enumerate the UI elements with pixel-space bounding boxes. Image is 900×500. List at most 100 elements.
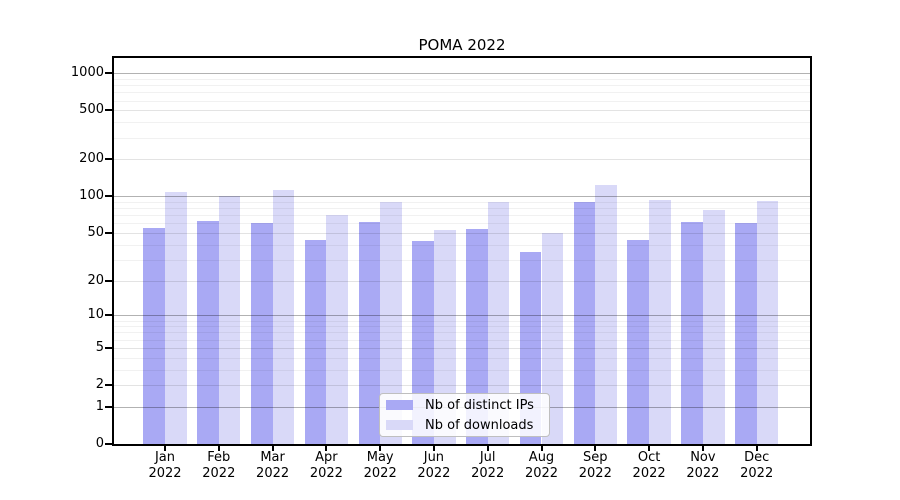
bar-downloads (649, 200, 671, 444)
gridline-minor (114, 223, 810, 225)
x-axis-tick (701, 444, 704, 451)
x-axis-tick-label: Oct 2022 (632, 450, 666, 481)
y-axis-tick-label: 1 (95, 398, 104, 414)
x-axis-tick (540, 444, 543, 451)
x-axis-tick-label: Feb 2022 (202, 450, 236, 481)
y-axis-tick (105, 72, 112, 75)
gridline-minor (114, 259, 810, 261)
x-axis-tick (164, 444, 166, 451)
y-axis-tick (105, 109, 112, 112)
bar-distinct-ips (735, 223, 757, 444)
gridline-minor (114, 202, 810, 203)
y-axis-tick-label: 100 (79, 188, 104, 204)
x-axis-tick (486, 444, 489, 451)
y-axis-tick (105, 279, 112, 282)
y-axis-tick (105, 195, 112, 198)
x-axis-tick-label: Jan 2022 (148, 450, 182, 481)
bar-distinct-ips (143, 228, 165, 444)
gridline-minor (114, 122, 810, 124)
x-axis-tick (432, 444, 435, 451)
y-axis-tick-label: 50 (87, 225, 104, 240)
gridline-minor (114, 137, 810, 139)
legend: Nb of distinct IPs Nb of downloads (379, 393, 550, 437)
bar-downloads (756, 200, 779, 444)
gridline (114, 385, 810, 387)
bar-downloads (595, 185, 617, 444)
legend-swatch-distinct-ips (386, 400, 413, 410)
legend-item-distinct-ips: Nb of distinct IPs (386, 397, 549, 414)
gridline-minor (114, 369, 810, 371)
gridline-major (114, 315, 810, 317)
gridline-major (114, 73, 810, 75)
bar-distinct-ips (304, 239, 327, 444)
y-axis-tick (105, 158, 112, 161)
gridline-minor (114, 100, 810, 102)
gridline-major (114, 196, 810, 198)
bar-distinct-ips (627, 239, 650, 444)
y-axis-tick-label: 500 (79, 102, 104, 118)
x-axis-tick-label: May 2022 (363, 450, 397, 481)
y-axis-tick-label: 200 (79, 151, 104, 167)
y-axis-tick-label: 2 (95, 377, 104, 393)
legend-label-distinct-ips: Nb of distinct IPs (425, 397, 534, 413)
x-axis-tick-label: Jul 2022 (471, 450, 505, 481)
gridline-minor (114, 215, 810, 217)
gridline (114, 233, 810, 234)
bar-distinct-ips (466, 229, 488, 444)
bar-distinct-ips (197, 220, 219, 444)
gridline-minor (114, 320, 810, 322)
gridline-minor (114, 326, 810, 328)
gridline-minor (114, 92, 810, 94)
x-axis-tick (379, 444, 382, 451)
legend-swatch-downloads (386, 420, 413, 430)
y-axis-tick (105, 232, 112, 234)
gridline-minor (114, 208, 810, 210)
y-axis-tick (105, 314, 112, 317)
bar-downloads (165, 191, 187, 444)
chart-title: POMA 2022 (418, 36, 506, 54)
x-axis-tick-label: Dec 2022 (740, 450, 774, 481)
gridline-minor (114, 357, 810, 359)
gridline (114, 347, 810, 349)
y-axis-tick (105, 346, 112, 349)
x-axis-tick-label: Jun 2022 (417, 450, 451, 481)
gridline (114, 110, 810, 112)
x-axis-tick-label: Aug 2022 (524, 450, 559, 481)
gridline-minor (114, 339, 810, 341)
bar-distinct-ips (250, 222, 273, 444)
gridline (114, 159, 810, 161)
gridline-minor (114, 85, 810, 87)
y-axis-tick-label: 1000 (70, 65, 104, 81)
bar-downloads (272, 189, 295, 444)
bar-downloads (326, 215, 349, 444)
legend-label-downloads: Nb of downloads (425, 417, 534, 433)
bar-downloads (487, 202, 510, 444)
x-axis-tick (755, 444, 758, 451)
bar-downloads (380, 202, 402, 444)
bar-downloads (218, 195, 241, 444)
x-axis-tick-label: Mar 2022 (256, 450, 290, 481)
plot-area (112, 56, 812, 446)
gridline (114, 280, 810, 282)
bar-downloads (702, 209, 725, 444)
x-axis-tick (271, 444, 274, 451)
y-axis-tick (105, 405, 112, 408)
x-axis-tick (325, 444, 328, 451)
bar-downloads (541, 233, 564, 444)
y-axis-tick (105, 384, 112, 387)
y-axis-tick (105, 443, 112, 445)
gridline-minor (114, 244, 810, 246)
y-axis-tick-label: 5 (95, 339, 104, 355)
bar-distinct-ips (358, 221, 381, 444)
x-axis-tick-label: Apr 2022 (309, 450, 343, 481)
legend-item-downloads: Nb of downloads (386, 417, 549, 434)
y-axis-tick-label: 10 (87, 307, 104, 323)
y-axis-tick-label: 0 (95, 436, 104, 451)
bar-distinct-ips (681, 221, 703, 444)
bar-downloads (433, 230, 456, 444)
x-axis-tick-label: Sep 2022 (578, 450, 612, 481)
y-axis-tick-label: 20 (87, 272, 104, 288)
x-axis-tick (217, 444, 220, 451)
x-axis-tick (594, 444, 597, 451)
